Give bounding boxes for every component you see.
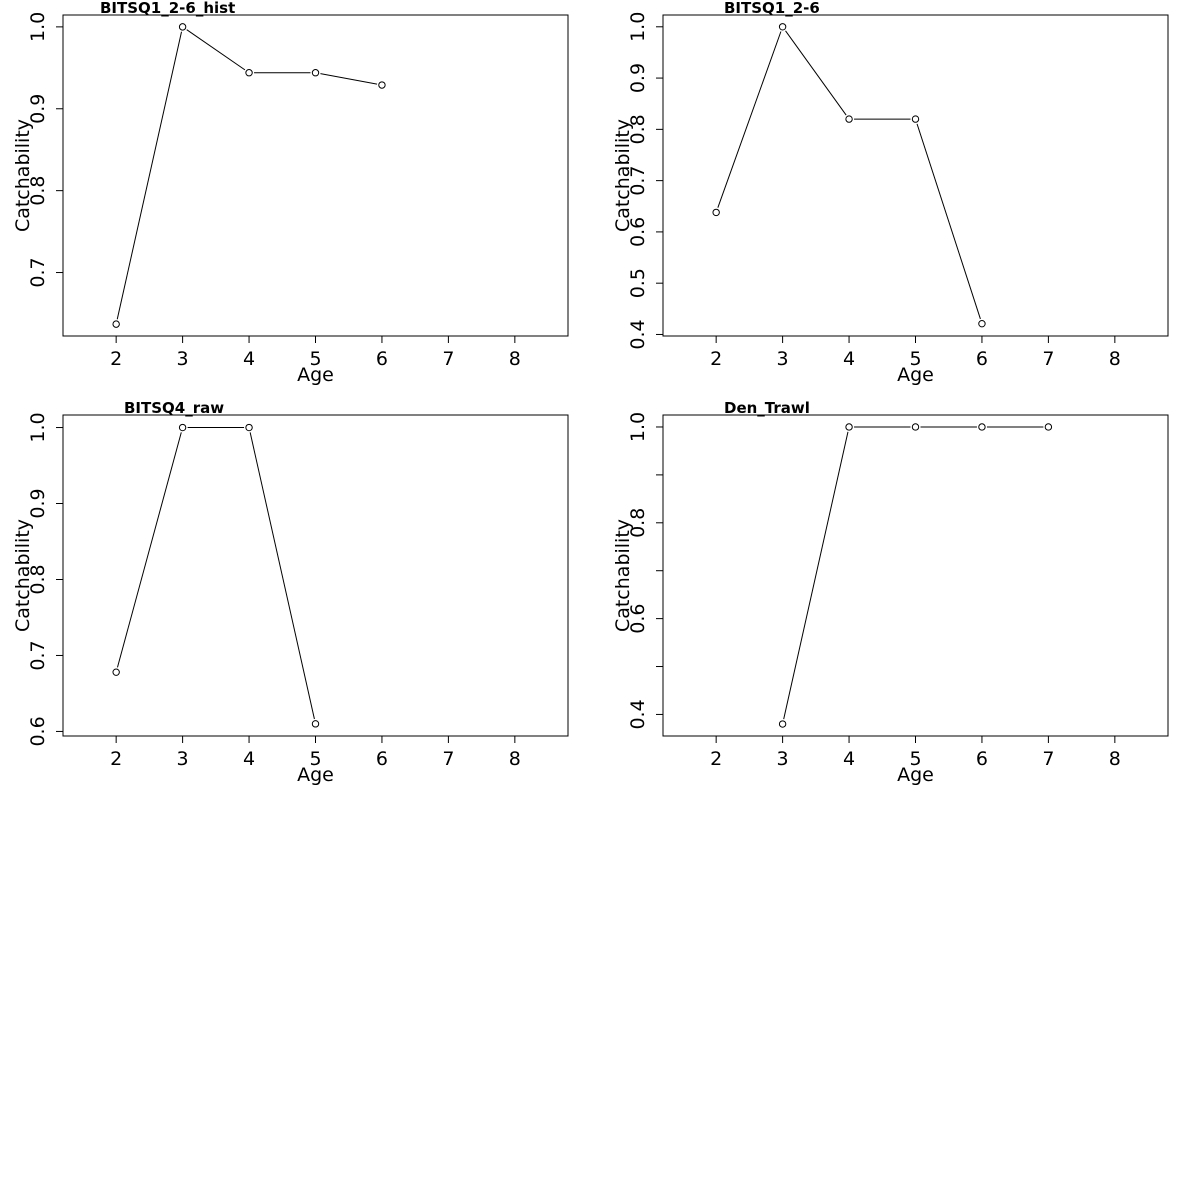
data-point [712,208,720,217]
series-line-segment [783,431,849,720]
x-tick-label: 6 [976,748,988,770]
data-point [245,69,253,77]
y-tick-label: 0.5 [627,268,649,298]
x-axis-label: Age [297,364,334,386]
x-tick-label: 3 [777,748,789,770]
x-tick-label: 5 [309,748,321,770]
y-tick-label: 0.9 [627,63,649,93]
x-tick-label: 4 [843,348,855,370]
data-point [978,319,986,328]
series-line-segment [320,73,378,85]
x-tick-label: 8 [509,348,521,370]
y-axis-label: Catchability [12,119,34,232]
x-tick-label: 7 [442,348,454,370]
data-point [311,720,320,728]
data-point [378,81,386,89]
data-point [778,720,787,728]
y-tick-label: 1.0 [627,12,649,42]
series-line-segment [717,31,782,208]
x-tick-label: 5 [909,748,921,770]
panel-title: BITSQ4_raw [124,399,224,417]
series-line-segment [186,29,246,71]
y-axis-label: Catchability [612,119,634,232]
data-point [778,23,787,31]
panel-title: BITSQ1_2-6 [724,0,820,17]
y-tick-label: 0.6 [627,604,649,634]
x-axis-label: Age [897,364,934,386]
data-point [1044,423,1053,431]
y-tick-label: 0.8 [627,114,649,144]
data-point [911,115,920,123]
series-line-segment [249,432,315,720]
y-tick-label: 0.7 [27,640,49,670]
panel-title: BITSQ1_2-6_hist [100,0,235,17]
x-tick-label: 3 [177,748,189,770]
x-tick-label: 3 [177,348,189,370]
data-point [112,320,120,328]
panel-bitsq4-raw: BITSQ4_raw 2 3 4 5 6 7 8 0.6 0.7 0.8 0.9 1.0 Age Catch… [12,399,569,786]
panel-bitsq1-2-6: BITSQ1_2-6 2 3 4 5 6 7 8 0.4 0.5 0.6 0.7 0.8 0.9 1.0 Ag… [612,0,1169,386]
x-tick-label: 6 [376,348,388,370]
x-tick-label: 2 [710,348,722,370]
y-tick-label: 0.4 [627,319,649,349]
series-line-segment [116,31,183,320]
y-axis-label: Catchability [612,519,634,632]
x-tick-label: 2 [710,748,722,770]
x-tick-label: 7 [1042,748,1054,770]
plot-frame [62,14,569,337]
data-point [178,423,187,432]
x-tick-label: 7 [442,748,454,770]
plot-frame [62,414,569,737]
x-axis-label: Age [297,764,334,786]
series-line-segment [916,123,981,320]
plot-frame [662,414,1169,737]
panel-den-trawl: Den_Trawl 2 3 4 5 6 7 8 0.4 0.6 0.8 1.0 Age Catchabil… [612,399,1169,786]
x-tick-label: 4 [243,348,255,370]
data-point [311,69,320,77]
y-tick-label: 0.8 [27,176,49,206]
data-point [845,115,853,123]
panel-title: Den_Trawl [724,399,810,417]
series-line-segment [785,30,847,116]
x-tick-label: 8 [1109,748,1121,770]
x-tick-label: 5 [309,348,321,370]
y-tick-label: 1.0 [27,12,49,42]
y-tick-label: 0.8 [27,564,49,594]
y-tick-label: 1.0 [27,412,49,442]
x-tick-label: 5 [909,348,921,370]
data-point [845,423,853,431]
data-point [978,423,986,431]
x-tick-label: 6 [976,348,988,370]
x-tick-label: 7 [1042,348,1054,370]
y-tick-label: 0.7 [27,257,49,287]
y-tick-label: 0.9 [27,94,49,124]
y-tick-label: 1.0 [627,412,649,442]
y-tick-label: 0.4 [627,699,649,729]
plot-frame [662,14,1169,337]
y-tick-label: 0.6 [627,217,649,247]
x-tick-label: 8 [509,748,521,770]
data-point [245,423,253,432]
x-tick-label: 3 [777,348,789,370]
y-tick-label: 0.9 [27,488,49,518]
y-axis-label: Catchability [12,519,34,632]
data-point [112,668,120,676]
panel-bitsq1-2-6-hist: BITSQ1_2-6_hist 2 3 4 5 6 7 8 0.7 0.8 0.9 1.0 Age Cat… [12,0,569,386]
x-tick-label: 4 [843,748,855,770]
x-tick-label: 4 [243,748,255,770]
y-tick-label: 0.7 [627,166,649,196]
x-tick-label: 2 [110,348,122,370]
x-axis-label: Age [897,764,934,786]
y-tick-label: 0.6 [27,716,49,746]
x-tick-label: 6 [376,748,388,770]
data-point [911,423,920,431]
x-tick-label: 2 [110,748,122,770]
y-tick-label: 0.8 [627,508,649,538]
data-point [178,23,187,31]
series-line-segment [116,432,182,668]
x-tick-label: 8 [1109,348,1121,370]
